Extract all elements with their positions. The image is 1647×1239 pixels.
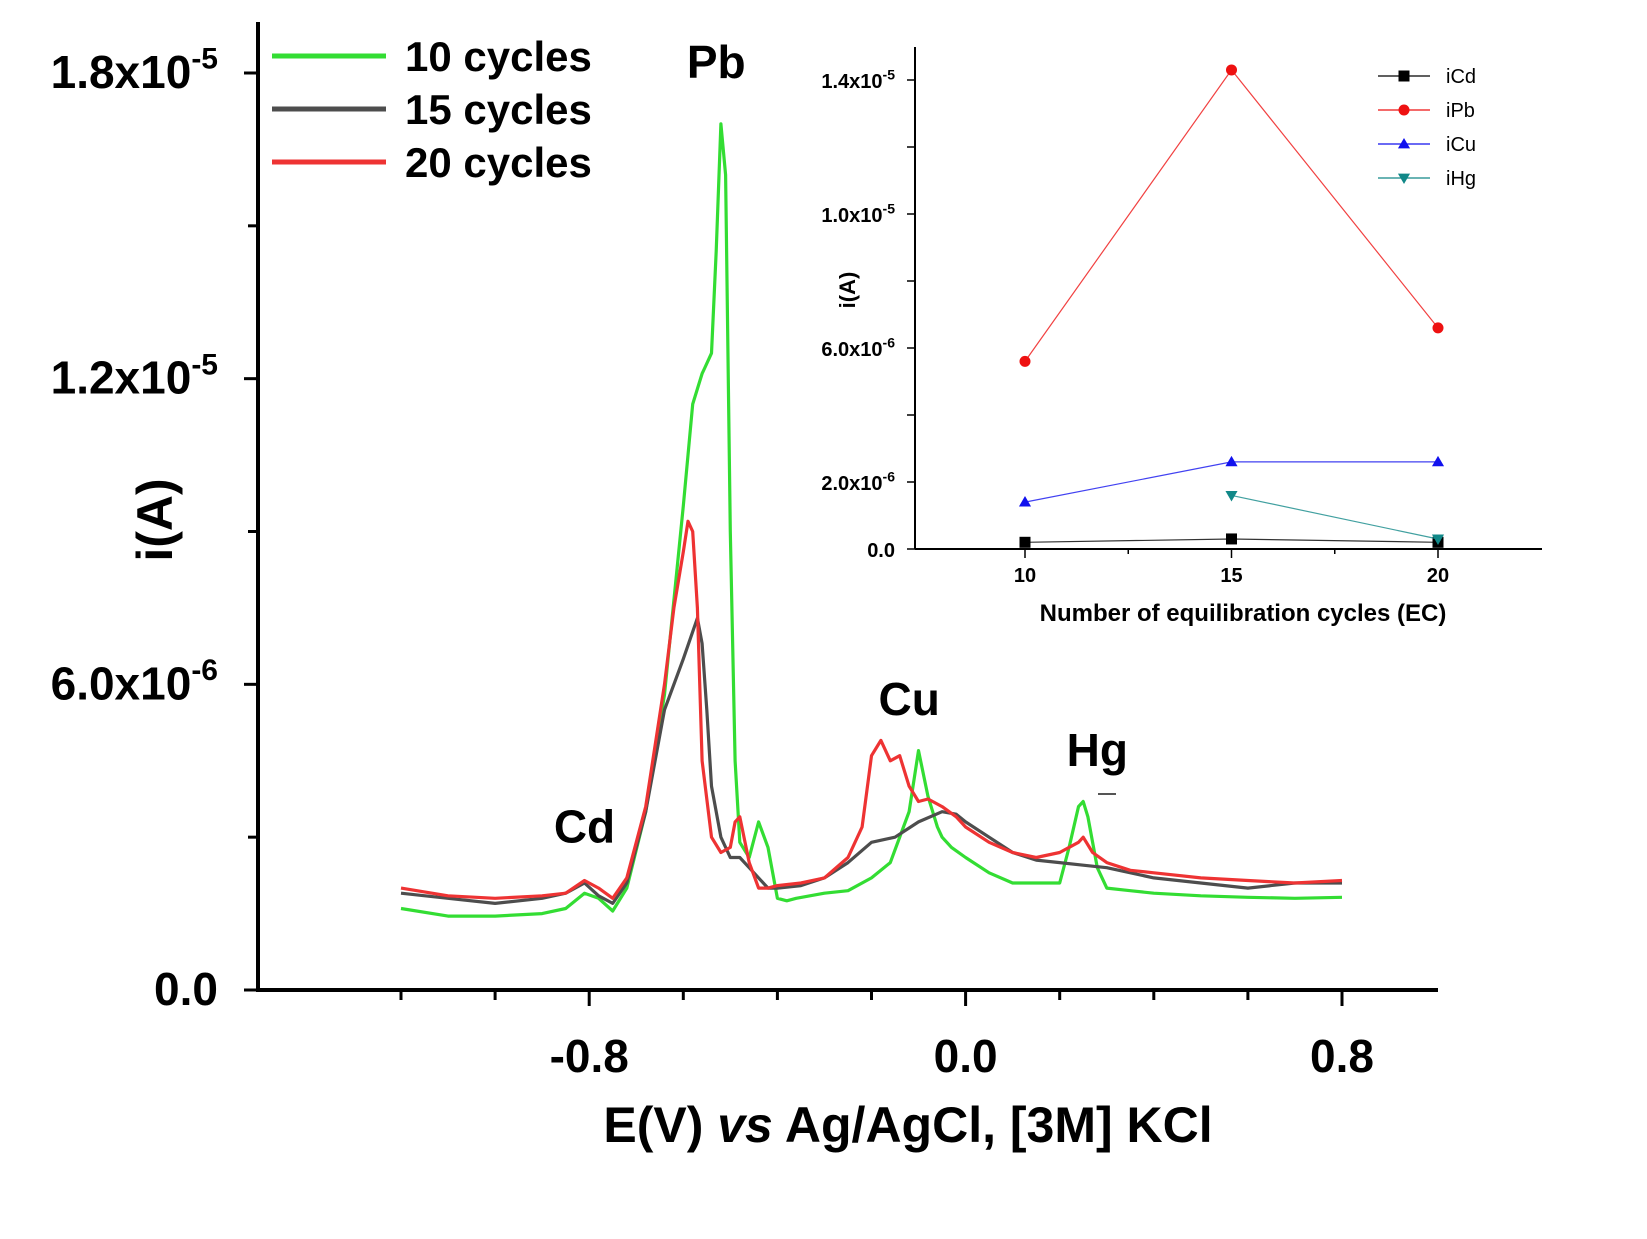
inset-point-iPb [1019, 355, 1031, 367]
main-voltammogram: 0.06.0x10-61.2x10-51.8x10-5-0.8 0.0 0.8 Cd… [51, 22, 1438, 1153]
legend-label-15-cycles: 15 cycles [405, 86, 592, 133]
inset-point-iHg [1431, 534, 1445, 545]
main-x-axis-label: E(V) vs Ag/AgCl, [3M] KCl [603, 1097, 1212, 1153]
inset-y-tick-label: 1.0x10-5 [821, 201, 895, 227]
inset-y-tick-label-exponent: -6 [883, 469, 896, 485]
legend-label-20-cycles: 20 cycles [405, 139, 592, 186]
main-y-tick-label-base: 6.0x10 [51, 657, 192, 709]
peak-label-cd: Cd [554, 800, 615, 852]
main-y-tick-label: 6.0x10-6 [51, 654, 218, 709]
inset-y-tick-label-base: 1.0x10 [821, 205, 882, 227]
inset-point-iPb [1226, 64, 1237, 76]
inset-legend: iCd iPb iCu iHg [1378, 66, 1476, 190]
main-y-tick-label: 1.2x10-5 [51, 348, 218, 403]
inset-y-tick-label: 1.4x10-5 [821, 67, 895, 93]
main-y-axis-label: i(A) [127, 478, 183, 561]
inset-point-iPb [1432, 322, 1444, 334]
inset-y-tick-label-exponent: -5 [883, 67, 896, 83]
main-peak-labels: Cd Pb Cu Hg [554, 36, 1128, 852]
inset-point-iCu [1431, 455, 1445, 467]
main-legend: 10 cycles 15 cycles 20 cycles [272, 33, 592, 186]
main-x-tick-label: -0.8 [550, 1030, 629, 1082]
inset-y-tick-label: 6.0x10-6 [821, 335, 895, 361]
inset-y-tick-label-exponent: -5 [883, 201, 896, 217]
inset-legend-label-iCd: iCd [1446, 66, 1476, 88]
inset-x-tick-label: 20 [1427, 565, 1449, 587]
inset-x-axis-label: Number of equilibration cycles (EC) [1040, 600, 1447, 627]
inset-x-tick-label: 15 [1220, 565, 1242, 587]
main-x-tick-label: 0.8 [1310, 1030, 1374, 1082]
main-y-tick-label-exponent: -5 [191, 348, 218, 381]
main-axes-group: 0.06.0x10-61.2x10-51.8x10-5-0.8 0.0 0.8 [51, 22, 1438, 1082]
inset-y-tick-label-base: 2.0x10 [821, 473, 882, 495]
main-y-tick-label: 1.8x10-5 [51, 43, 218, 98]
series-line-20-cycles [400, 519, 1343, 900]
main-y-tick-label-exponent: -5 [191, 43, 218, 76]
main-y-tick-label: 0.0 [154, 963, 218, 1015]
main-y-tick-label-base: 1.8x10 [51, 46, 192, 98]
inset-point-iCd [1226, 533, 1237, 545]
inset-point-iHg [1225, 491, 1238, 502]
inset-y-tick-label-base: 6.0x10 [821, 339, 882, 361]
inset-point-iCd [1019, 536, 1031, 548]
main-y-tick-label-exponent: -6 [191, 654, 218, 687]
peak-label-hg: Hg [1067, 724, 1128, 776]
inset-series-group [1018, 64, 1445, 548]
inset-legend-label-iCu: iCu [1446, 134, 1476, 156]
inset-legend-marker-iCd [1398, 70, 1410, 82]
inset-axes-group: 0.02.0x10-66.0x10-61.0x10-51.4x10-510 15 2… [821, 47, 1542, 587]
inset-point-iCu [1018, 496, 1032, 507]
inset-point-iCu [1225, 455, 1238, 467]
inset-background [915, 47, 1542, 549]
inset-legend-marker-iCu [1397, 137, 1411, 149]
main-x-tick-label: 0.0 [934, 1030, 998, 1082]
inset-y-tick-label-base: 0.0 [867, 540, 895, 562]
inset-x-tick-label: 10 [1014, 565, 1036, 587]
inset-y-tick-label: 0.0 [867, 540, 895, 562]
peak-label-cu: Cu [878, 673, 939, 725]
legend-label-10-cycles: 10 cycles [405, 33, 592, 80]
main-y-tick-label-base: 1.2x10 [51, 352, 192, 404]
main-y-tick-label-base: 0.0 [154, 963, 218, 1015]
inset-line-iHg [1231, 494, 1439, 540]
inset-legend-marker-iPb [1398, 104, 1410, 116]
inset-chart: 0.02.0x10-66.0x10-61.0x10-51.4x10-510 15 2… [821, 47, 1542, 627]
inset-y-tick-label-base: 1.4x10 [821, 71, 882, 93]
peak-label-pb: Pb [687, 36, 746, 88]
inset-y-tick-label: 2.0x10-6 [821, 469, 895, 495]
inset-legend-label-iHg: iHg [1446, 168, 1476, 190]
main-series-group [400, 122, 1343, 918]
inset-y-axis-label: i(A) [835, 272, 860, 309]
inset-legend-label-iPb: iPb [1446, 100, 1475, 122]
inset-legend-marker-iHg [1397, 173, 1411, 185]
inset-y-tick-label-exponent: -6 [883, 335, 896, 351]
